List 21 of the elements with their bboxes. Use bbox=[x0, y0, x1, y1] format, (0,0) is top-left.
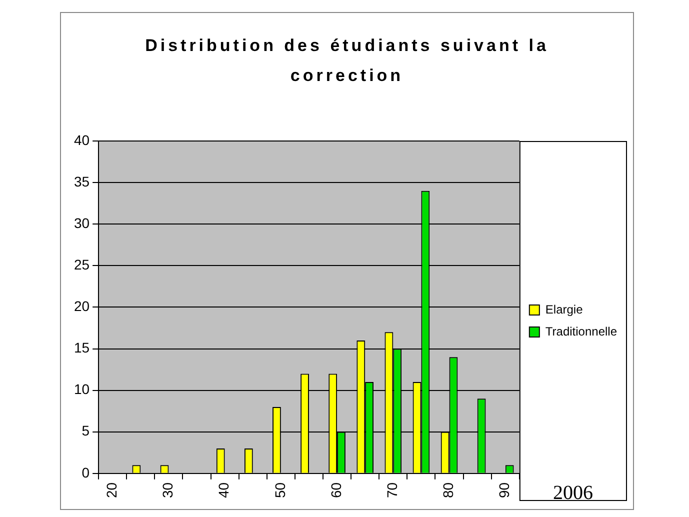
y-tick-label: 0 bbox=[82, 464, 90, 480]
x-tick-label: 90 bbox=[496, 482, 512, 498]
x-tick-label: 80 bbox=[440, 482, 456, 498]
legend-label: Elargie bbox=[545, 302, 584, 316]
y-tick-label: 25 bbox=[74, 256, 90, 273]
x-tick-label: 20 bbox=[103, 482, 120, 498]
y-tick-label: 35 bbox=[74, 173, 90, 190]
chart-title: Distribution des étudiants suivant la correction bbox=[144, 35, 550, 87]
x-tick-label: 40 bbox=[216, 482, 232, 498]
x-tick-label: 50 bbox=[272, 482, 288, 498]
x-tick-label: 70 bbox=[384, 482, 400, 498]
x-tick-label: 60 bbox=[328, 482, 344, 498]
y-tick-label: 20 bbox=[74, 298, 90, 314]
x-tick-label: 30 bbox=[160, 482, 176, 498]
text: 2006 bbox=[553, 482, 593, 505]
legend-label: Traditionnelle bbox=[545, 324, 618, 338]
y-tick-label: 40 bbox=[74, 132, 90, 148]
y-tick-label: 10 bbox=[74, 381, 90, 398]
y-tick-label: 30 bbox=[74, 214, 90, 231]
y-tick-label: 5 bbox=[82, 422, 90, 439]
y-tick-label: 15 bbox=[74, 340, 90, 356]
